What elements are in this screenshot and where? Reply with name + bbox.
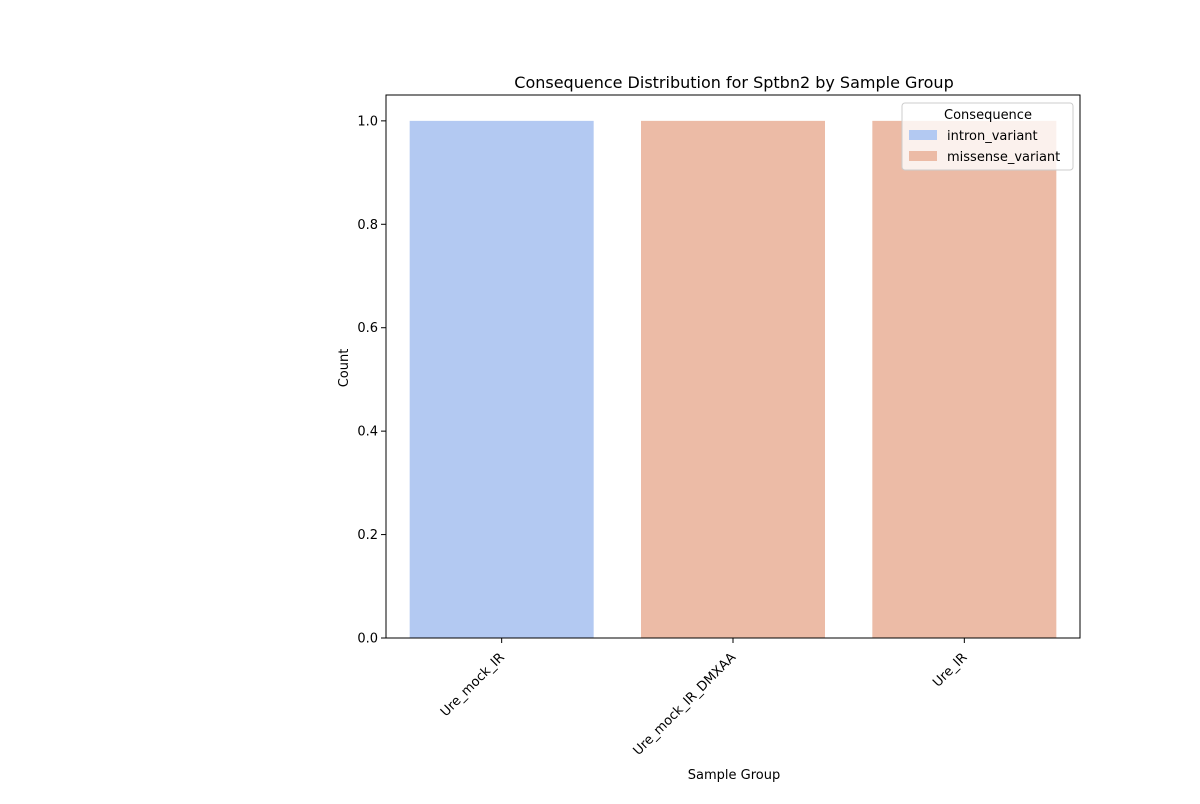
y-tick-label: 0.8: [357, 218, 378, 233]
x-axis: Ure_mock_IR Ure_mock_IR_DMXAA Ure_IR: [438, 638, 970, 759]
x-tick-label: Ure_mock_IR: [438, 650, 508, 720]
legend: Consequence intron_variant missense_varia…: [901, 102, 1074, 171]
x-axis-label: Sample Group: [688, 768, 780, 783]
x-tick-label: Ure_mock_IR_DMXAA: [631, 650, 740, 759]
legend-swatch-intron_variant: [909, 130, 937, 140]
chart-title: Consequence Distribution for Sptbn2 by S…: [514, 73, 953, 92]
bar-missense_variant-Ure_IR: [872, 120, 1057, 639]
legend-label-intron_variant: intron_variant: [947, 129, 1038, 144]
legend-box: [901, 102, 1074, 171]
y-axis: 0.0 0.2 0.4 0.6 0.8 1.0: [357, 114, 386, 647]
x-tick-label: Ure_IR: [930, 650, 970, 690]
y-tick-label: 0.6: [357, 321, 378, 336]
y-axis-label: Count: [337, 349, 352, 388]
legend-items: intron_variant missense_variant: [909, 129, 1060, 165]
y-tick-label: 0.4: [357, 425, 378, 440]
legend-title: Consequence: [944, 108, 1032, 123]
y-tick-label: 0.0: [357, 632, 378, 647]
bars-group: [409, 120, 1057, 639]
y-tick-label: 0.2: [357, 528, 378, 543]
plot-frame: [385, 94, 1081, 639]
legend-swatch-missense_variant: [909, 151, 937, 161]
bar-missense_variant-Ure_mock_IR_DMXAA: [641, 120, 825, 639]
bar-intron_variant-Ure_mock_IR: [409, 120, 594, 639]
y-tick-label: 1.0: [357, 114, 378, 129]
legend-label-missense_variant: missense_variant: [947, 150, 1060, 165]
